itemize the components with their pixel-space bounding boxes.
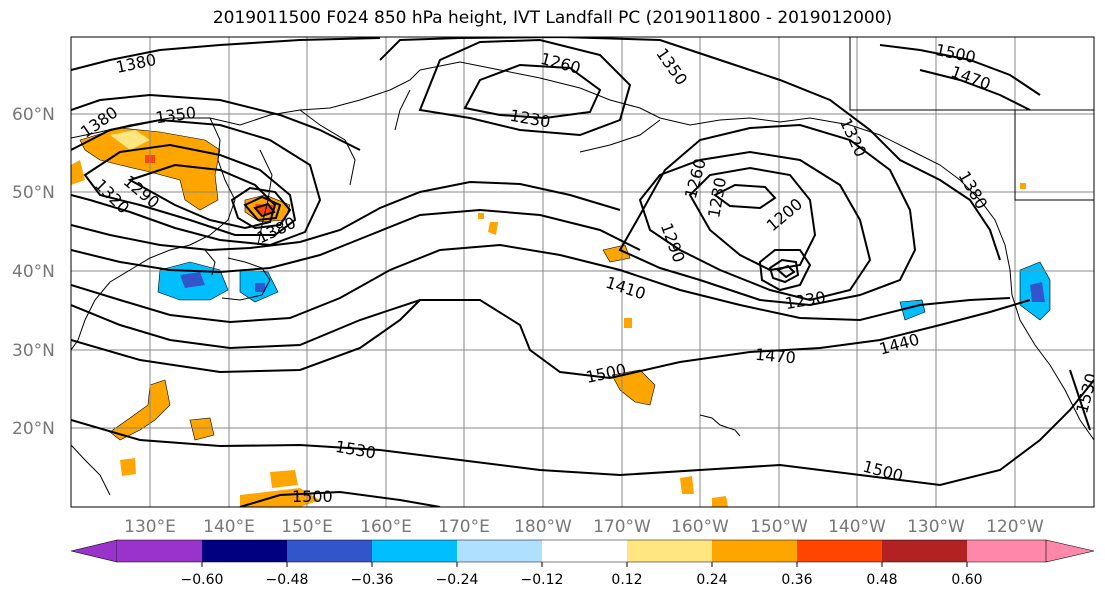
lat-label-40n: 40°N (12, 262, 55, 282)
colorbar-tick-4: −0.24 (436, 572, 479, 588)
colorbar-segment-9 (797, 540, 882, 562)
lon-label-130e: 130°E (124, 517, 176, 537)
colorbar-segment-4 (372, 540, 457, 562)
lon-label-160e: 160°E (360, 517, 412, 537)
lon-label-140w: 140°W (828, 517, 886, 537)
lon-label-150e: 150°E (281, 517, 333, 537)
lon-label-140e: 140°E (203, 517, 255, 537)
colorbar-segment-5 (457, 540, 542, 562)
map-frame (70, 36, 1095, 508)
colorbar-tick-7: 0.24 (696, 572, 727, 588)
latitude-labels: 60°N 50°N 40°N 30°N 20°N (12, 105, 55, 439)
lon-label-150w: 150°W (750, 517, 808, 537)
lon-label-180w: 180°W (514, 517, 572, 537)
colorbar-segment-10 (882, 540, 967, 562)
colorbar-tick-5: −0.12 (521, 572, 564, 588)
lat-label-30n: 30°N (12, 341, 55, 361)
colorbar-tick-2: −0.48 (266, 572, 309, 588)
colorbar-segment-11 (967, 540, 1046, 562)
lon-label-160w: 160°W (671, 517, 729, 537)
colorbar-segment-6 (542, 540, 627, 562)
lon-label-170w: 170°W (593, 517, 651, 537)
colorbar-tick-3: −0.36 (351, 572, 394, 588)
colorbar: −0.60 −0.48 −0.36 −0.24 −0.12 0.12 0.24 … (70, 539, 1095, 588)
colorbar-tick-6: 0.12 (611, 572, 642, 588)
colorbar-segment-7 (627, 540, 712, 562)
map-title: 2019011500 F024 850 hPa height, IVT Land… (212, 8, 893, 28)
lat-label-60n: 60°N (12, 105, 55, 125)
label-1470-b: 1470 (754, 345, 796, 367)
height-contours (71, 37, 1094, 507)
colorbar-tick-9: 0.48 (866, 572, 897, 588)
colorbar-segment-8 (712, 540, 797, 562)
lon-label-170e: 170°E (438, 517, 490, 537)
colorbar-segment-3 (287, 540, 372, 562)
colorbar-tick-8: 0.36 (781, 572, 812, 588)
lat-label-50n: 50°N (12, 183, 55, 203)
lat-label-20n: 20°N (12, 419, 55, 439)
lon-label-120w: 120°W (986, 517, 1044, 537)
colorbar-left-extension (70, 539, 118, 563)
lon-label-130w: 130°W (907, 517, 965, 537)
colorbar-right-extension (1045, 539, 1095, 563)
gridlines (71, 37, 1094, 507)
label-1500-d: 1500 (292, 487, 333, 506)
colorbar-segment-2 (202, 540, 287, 562)
longitude-labels: 130°E 140°E 150°E 160°E 170°E 180°W 170°… (124, 517, 1044, 537)
colorbar-tick-1: −0.60 (181, 572, 224, 588)
colorbar-tick-10: 0.60 (951, 572, 982, 588)
colorbar-segment-1 (117, 540, 202, 562)
